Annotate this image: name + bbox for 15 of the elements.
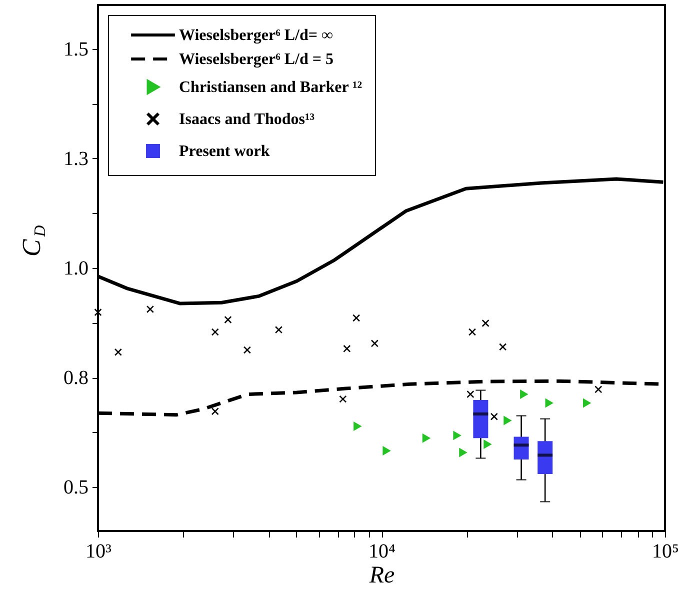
x-tick-label: 10⁴: [368, 540, 396, 562]
legend-label: Isaacs and Thodos¹³: [179, 111, 315, 128]
x-tick-label: 10⁵: [652, 540, 679, 562]
x-tick-label: 10³: [86, 540, 112, 562]
y-tick-label: 1.3: [64, 148, 88, 170]
legend-label: Wieselsberger⁶ L/d= ∞: [179, 27, 333, 44]
y-tick-label: 1.5: [64, 38, 88, 60]
legend-label: Wieselsberger⁶ L/d = 5: [179, 51, 334, 68]
y-tick-label: 0.5: [64, 476, 88, 499]
y-tick-label: 0.8: [64, 367, 88, 390]
legend-label: Christiansen and Barker ¹²: [179, 79, 362, 96]
y-tick-label: 1.0: [64, 258, 88, 280]
y-axis-title: CD: [17, 224, 49, 257]
x-axis-title: Re: [368, 562, 396, 588]
legend-label: Present work: [179, 143, 270, 160]
